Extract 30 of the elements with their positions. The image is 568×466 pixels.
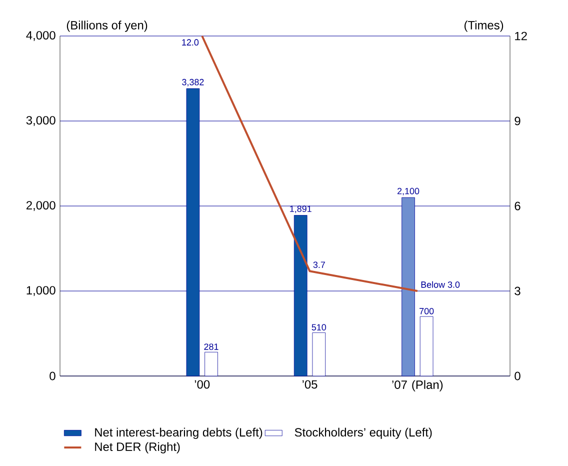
y-tick-label: 2,000 <box>26 201 56 211</box>
data-label: 281 <box>204 344 218 350</box>
legend-label: Net interest-bearing debts (Left) <box>95 428 262 439</box>
y2-axis-title: (Times) <box>464 20 504 32</box>
y-axis-title: (Billions of yen) <box>66 20 148 32</box>
x-tick-label: ’00 <box>194 380 210 389</box>
legend-label: Net DER (Right) <box>95 442 180 454</box>
data-label: 510 <box>312 324 326 330</box>
data-label: 2,100 <box>398 188 420 196</box>
y2-tick-label: 12 <box>515 32 527 40</box>
y2-tick-label: 3 <box>514 286 520 296</box>
y2-tick-label: 6 <box>514 202 520 210</box>
bar <box>312 332 326 376</box>
data-label: Below 3.0 <box>421 281 460 288</box>
y-tick-label: 1,000 <box>26 286 56 296</box>
bar <box>204 352 218 376</box>
data-label: 3,382 <box>182 78 204 86</box>
y-tick-label: 3,000 <box>26 116 56 126</box>
legend-label: Stockholders’ equity (Left) <box>294 428 432 439</box>
y2-tick-label: 0 <box>514 372 520 380</box>
x-tick-label: ’05 <box>302 380 318 389</box>
data-label: 1,891 <box>290 206 312 214</box>
y2-tick-label: 9 <box>514 116 520 126</box>
y-tick-label: 0 <box>50 372 56 380</box>
data-label: 3.7 <box>313 262 325 268</box>
data-label: 12.0 <box>182 39 199 46</box>
bar <box>420 316 434 376</box>
x-tick-label: ’07 (Plan) <box>392 380 443 392</box>
y-tick-label: 4,000 <box>26 31 56 41</box>
data-label: 700 <box>420 308 434 314</box>
